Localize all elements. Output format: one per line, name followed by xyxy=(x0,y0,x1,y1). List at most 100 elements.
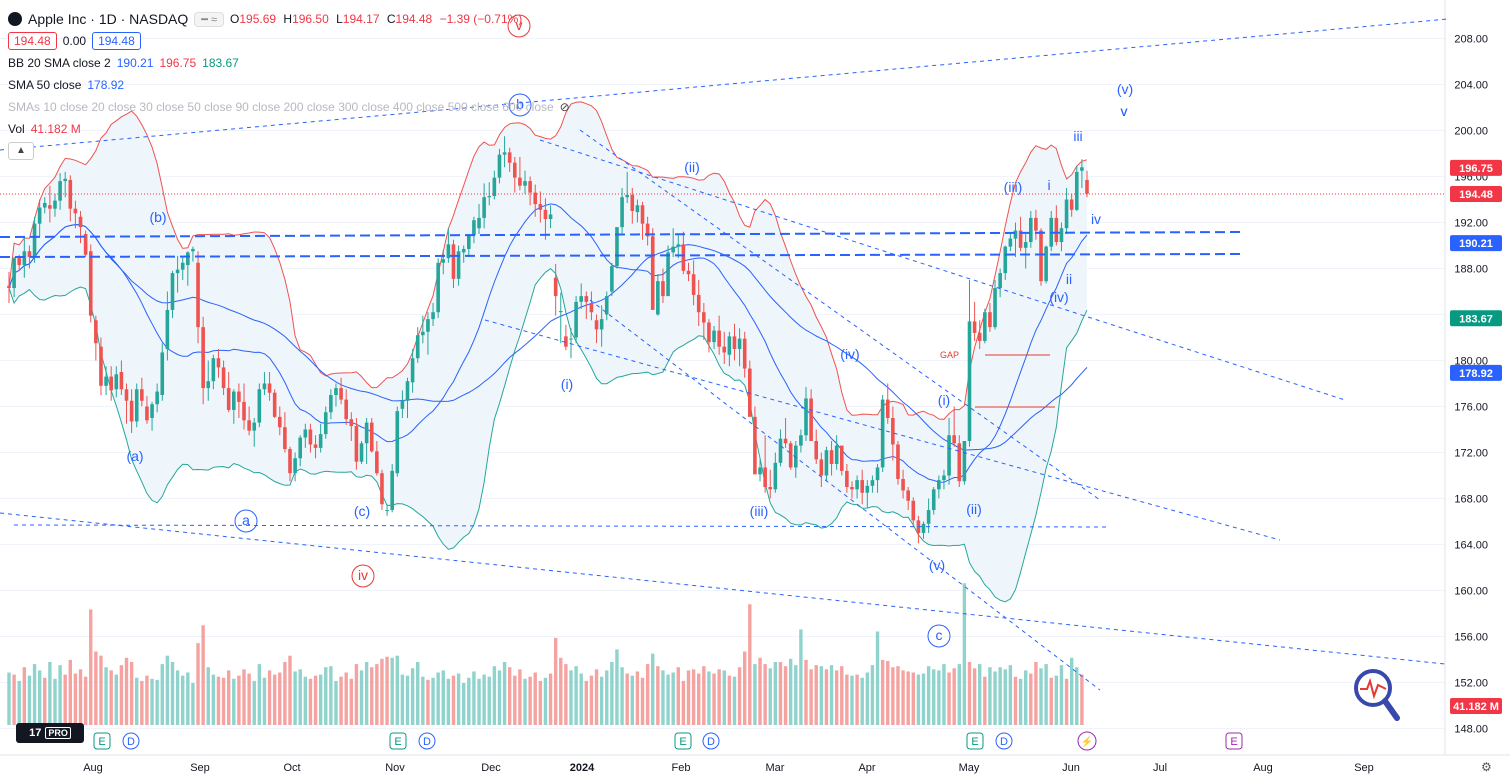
volume-bar xyxy=(620,667,624,725)
tradingview-logo[interactable]: 17 PRO xyxy=(16,723,84,743)
volume-bar xyxy=(850,675,854,725)
candle-body xyxy=(369,422,374,452)
price-tick-label: 168.00 xyxy=(1454,494,1488,506)
volume-bar xyxy=(553,637,558,725)
candle-body xyxy=(656,281,660,315)
volume-bar xyxy=(574,666,578,725)
volume-bar xyxy=(748,604,752,725)
candle-body xyxy=(308,429,313,445)
volume-bar xyxy=(329,666,333,725)
event-marker-text: E xyxy=(394,736,401,748)
volume-bar xyxy=(758,657,762,725)
candle-body xyxy=(1059,228,1064,243)
volume-bar xyxy=(1003,669,1007,725)
wave-label-text: a xyxy=(242,512,250,528)
volume-bar xyxy=(48,662,52,725)
smas-legend[interactable]: SMAs 10 close 20 close 30 close 50 close… xyxy=(8,100,570,114)
candle-body xyxy=(630,194,635,211)
volume-bar xyxy=(518,669,522,725)
candle-body xyxy=(533,192,538,205)
event-marker-text: D xyxy=(707,736,715,748)
candle-body xyxy=(277,416,282,428)
candle-body xyxy=(824,450,829,476)
time-tick-label: Feb xyxy=(672,762,691,774)
candle-body xyxy=(380,473,384,505)
volume-bar xyxy=(104,667,108,725)
wave-label-text: v xyxy=(516,17,523,33)
event-marker: D xyxy=(122,732,140,750)
volume-bar xyxy=(140,680,144,725)
candle-body xyxy=(349,419,354,427)
collapse-legend-button[interactable]: ▲ xyxy=(8,142,34,160)
candle-body xyxy=(461,248,466,253)
candle-body xyxy=(410,358,415,383)
volume-bar xyxy=(359,670,364,725)
wave-label-text: (i) xyxy=(561,376,573,392)
sma50-legend[interactable]: SMA 50 close 178.92 xyxy=(8,78,125,92)
candle-body xyxy=(768,487,773,490)
price-label: 194.48 xyxy=(1459,189,1493,201)
candle-body xyxy=(150,404,154,418)
wave-labels: (b) (a) (c) a b c iv v v (i) (ii) (iii) (iv) (v) (i) (i… xyxy=(126,14,1133,648)
candle-body xyxy=(855,480,859,490)
candle-body xyxy=(983,312,987,341)
volume-bar xyxy=(676,667,680,725)
buy-price[interactable]: 194.48 xyxy=(92,32,141,50)
symbol-title[interactable]: Apple Inc · 1D · NASDAQ xyxy=(28,11,189,27)
volume-bar xyxy=(441,670,445,725)
volume-bar xyxy=(691,669,696,725)
candle-body xyxy=(625,194,629,198)
volume-bar xyxy=(962,583,967,725)
candle-body xyxy=(742,338,747,369)
wave-label: iv xyxy=(351,564,375,588)
volume-bar xyxy=(1029,673,1033,725)
hidden-eye-icon[interactable]: ⊘ xyxy=(559,100,570,114)
volume-bar xyxy=(834,670,839,725)
candle-body xyxy=(584,296,589,302)
volume-bar xyxy=(926,666,931,725)
candle-body xyxy=(431,312,435,320)
volume-bar xyxy=(124,657,129,725)
compare-toggle-icon[interactable]: ━ ≈ xyxy=(194,11,224,27)
wave-label-text: (a) xyxy=(126,448,143,464)
volume-bar xyxy=(651,653,655,725)
candle-body xyxy=(175,269,180,274)
time-tick-label: Jun xyxy=(1062,762,1080,774)
volume-bar xyxy=(22,667,27,725)
lightning-icon: ⚡ xyxy=(1081,735,1093,748)
volume-bar xyxy=(232,678,236,725)
event-marker: D xyxy=(418,732,436,750)
candle-body xyxy=(993,288,997,328)
candle-body xyxy=(906,490,910,501)
sell-price[interactable]: 194.48 xyxy=(8,32,57,50)
volume-bar xyxy=(824,669,829,725)
time-tick-label: Aug xyxy=(1253,762,1273,774)
wave-label-text: iv xyxy=(358,567,368,583)
candle-body xyxy=(650,236,655,310)
trend-line xyxy=(0,18,1449,151)
volume-bar xyxy=(216,676,221,725)
candle-body xyxy=(691,274,696,295)
wave-label-text: (iv) xyxy=(840,346,859,362)
time-tick-label: Oct xyxy=(283,762,300,774)
volume-legend[interactable]: Vol 41.182 M xyxy=(8,122,81,136)
candle-body xyxy=(977,332,982,341)
candle-body xyxy=(298,437,303,459)
pro-badge-icon: PRO xyxy=(45,727,71,739)
earnings-icon xyxy=(966,732,984,750)
bb-legend[interactable]: BB 20 SMA close 2 190.21 196.75 183.67 xyxy=(8,56,239,70)
candle-body xyxy=(191,248,195,252)
candle-body xyxy=(446,244,451,259)
candle-body xyxy=(778,438,783,463)
volume-bar xyxy=(686,670,691,725)
volume-bar xyxy=(303,676,308,725)
wave-label: (i) xyxy=(561,376,573,392)
wave-label-text: v xyxy=(1121,103,1128,119)
volume-bar xyxy=(492,666,497,725)
candle-body xyxy=(395,411,400,474)
candle-body xyxy=(237,391,241,402)
volume-bar xyxy=(1064,678,1069,725)
candle-body xyxy=(140,389,144,401)
